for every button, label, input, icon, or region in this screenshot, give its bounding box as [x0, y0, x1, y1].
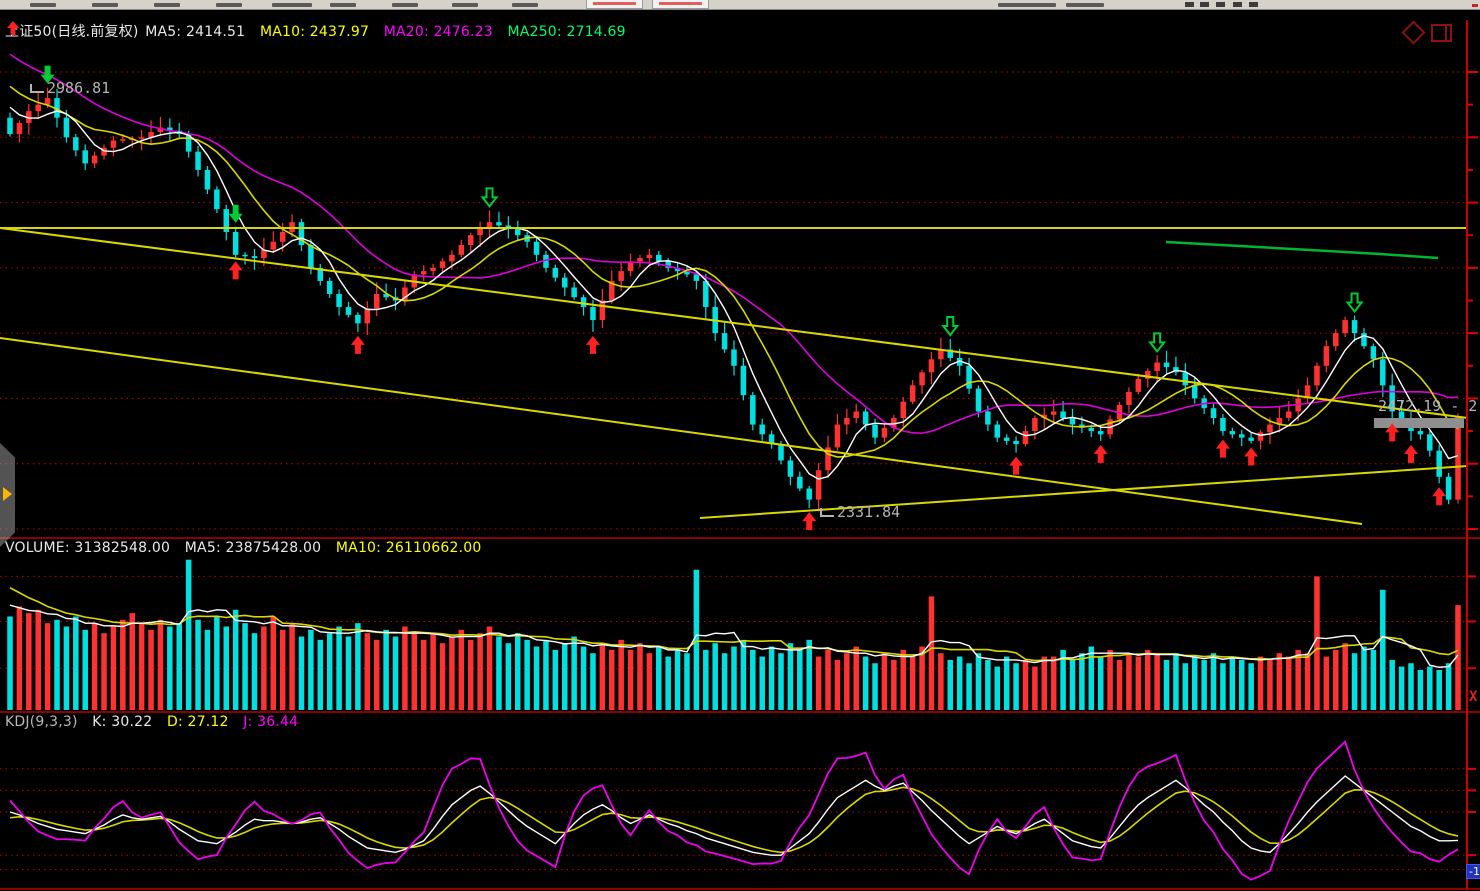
volume-ma10-label: MA10: 26110662.00: [335, 540, 482, 556]
menu-item-stub[interactable]: [1066, 3, 1104, 7]
buy-arrow-icon: [350, 335, 365, 354]
price-annotation: 2986.81: [30, 79, 110, 97]
ma10-value-label: MA10: 2437.97: [259, 24, 370, 40]
sell-hollow-arrow-icon: [1148, 332, 1167, 353]
toolbar-icon-stub[interactable]: [1185, 2, 1194, 7]
kdj-d-label: D: 27.12: [166, 714, 229, 730]
alert-dot: [1472, 4, 1478, 7]
sell-arrow-icon: [40, 65, 55, 84]
highlight-bar: [1374, 418, 1464, 428]
buy-arrow-icon: [802, 512, 817, 531]
kdj-j-line: [9, 740, 1459, 881]
ma250-value-label: MA250: 2714.69: [507, 24, 626, 40]
menu-bar[interactable]: [0, 0, 1480, 10]
menu-item-stub[interactable]: [330, 3, 356, 7]
volume-label-row: VOLUME: 31382548.00 MA5: 23875428.00 MA1…: [5, 540, 491, 556]
sidebar-expand-tab[interactable]: [0, 443, 15, 547]
ma20-value-label: MA20: 2476.23: [383, 24, 493, 40]
kdj-j-label: J: 36.44: [243, 714, 299, 730]
toolbar-icon-stub[interactable]: [1200, 2, 1209, 7]
menu-item-stub[interactable]: [154, 3, 180, 7]
toolbar-icon-stub[interactable]: [1233, 2, 1242, 7]
buy-arrow-icon: [1244, 447, 1259, 466]
toolbar-button-stub[interactable]: [586, 0, 643, 9]
menu-item-stub[interactable]: [216, 3, 242, 7]
buy-arrow-icon: [1009, 456, 1024, 475]
corner-badge[interactable]: -1: [1466, 864, 1480, 879]
toolbar-button-stub[interactable]: [652, 0, 709, 9]
buy-arrow-icon: [1432, 487, 1447, 506]
window-icon[interactable]: [1431, 24, 1452, 42]
ma20-line: [9, 53, 1459, 434]
price-annotation: 2331.84: [820, 503, 900, 521]
ma250-line: [1165, 240, 1439, 260]
kdj-k-line: [9, 775, 1459, 856]
kdj-panel[interactable]: [0, 740, 1467, 881]
sell-hollow-arrow-icon: [1345, 292, 1364, 314]
trend-line: [0, 227, 1468, 419]
expand-arrow-icon: [3, 487, 12, 501]
ma5-value-label: MA5: 2414.51: [145, 24, 246, 40]
buy-arrow-icon: [1093, 444, 1108, 463]
trend-up-arrow-icon: [7, 21, 19, 35]
buy-arrow-icon: [228, 261, 243, 280]
candles-layer: [7, 87, 1461, 512]
volume-panel[interactable]: [0, 559, 1467, 710]
trend-line: [0, 337, 1363, 525]
trend-line: [699, 465, 1468, 519]
menu-item-stub[interactable]: [452, 3, 478, 7]
price-panel[interactable]: [0, 53, 1468, 531]
menu-item-stub[interactable]: [512, 3, 538, 7]
chart-title: 上证50(日线.前复权): [5, 24, 139, 40]
menu-item-stub[interactable]: [30, 3, 56, 7]
menu-item-stub[interactable]: [92, 3, 118, 7]
menu-item-stub[interactable]: [272, 3, 312, 7]
toolbar-icon-stub[interactable]: [1216, 2, 1225, 7]
sell-arrow-icon: [228, 204, 243, 223]
ma10-line: [9, 85, 1459, 458]
main-chart-label-row: 上证50(日线.前复权) MA5: 2414.51 MA10: 2437.97 …: [5, 21, 636, 41]
buy-arrow-icon: [1215, 439, 1230, 458]
ma5-line: [9, 106, 1459, 480]
kdj-params-label: KDJ(9,3,3): [5, 714, 78, 730]
signal-markers: [40, 65, 1447, 531]
volume-ma10-line: [9, 587, 1459, 662]
volume-ma5-line: [9, 604, 1459, 668]
kdj-k-label: K: 30.22: [92, 714, 153, 730]
sell-hollow-arrow-icon: [941, 316, 960, 337]
sell-hollow-arrow-icon: [480, 187, 499, 209]
kdj-label-row: KDJ(9,3,3) K: 30.22 D: 27.12 J: 36.44: [5, 714, 308, 730]
volume-value-label: VOLUME: 31382548.00: [5, 540, 171, 556]
buy-arrow-icon: [1403, 444, 1418, 463]
volume-ma5-label: MA5: 23875428.00: [184, 540, 322, 556]
volume-bars-layer: [7, 559, 1461, 710]
menu-item-stub[interactable]: [998, 3, 1056, 7]
buy-arrow-icon: [1385, 423, 1400, 442]
menu-item-stub[interactable]: [392, 3, 418, 7]
buy-arrow-icon: [585, 335, 600, 354]
kdj-d-line: [9, 786, 1459, 854]
price-annotation: 2472.19 - 2: [1378, 397, 1478, 415]
toolbar-icon-stub[interactable]: [1249, 2, 1258, 7]
panel-close-icon[interactable]: X: [1469, 689, 1478, 705]
